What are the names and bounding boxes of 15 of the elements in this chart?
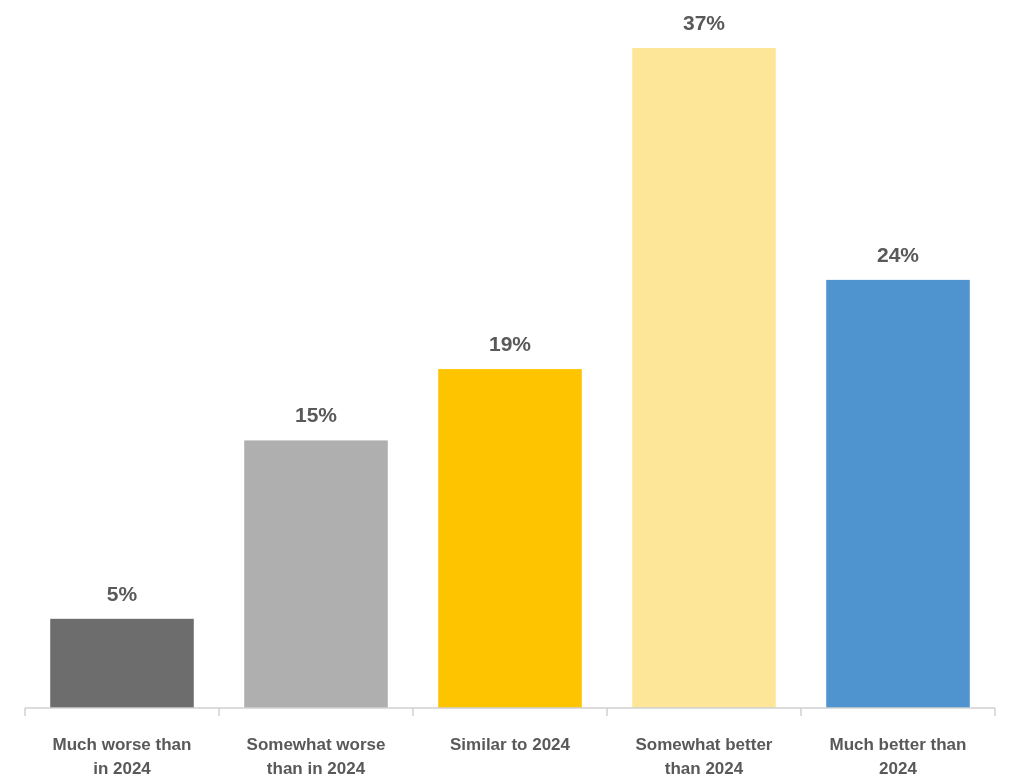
data-label: 24% — [876, 242, 920, 266]
x-tick-label: Somewhat better than 2024 — [635, 735, 773, 778]
data-label: 15% — [294, 403, 338, 427]
x-tick-label: Much better than 2024 — [829, 735, 967, 778]
bar — [438, 369, 582, 708]
data-label: 5% — [106, 581, 138, 605]
bar — [50, 618, 194, 708]
data-label: 37% — [682, 11, 726, 34]
bar — [826, 279, 970, 708]
bar — [244, 440, 388, 708]
bar — [632, 48, 776, 708]
x-tick-label: Similar to 2024 — [449, 735, 571, 754]
data-label: 19% — [488, 332, 532, 356]
x-tick-label: Somewhat worse than in 2024 — [246, 735, 386, 778]
x-tick-label: Much worse than in 2024 — [52, 735, 192, 778]
